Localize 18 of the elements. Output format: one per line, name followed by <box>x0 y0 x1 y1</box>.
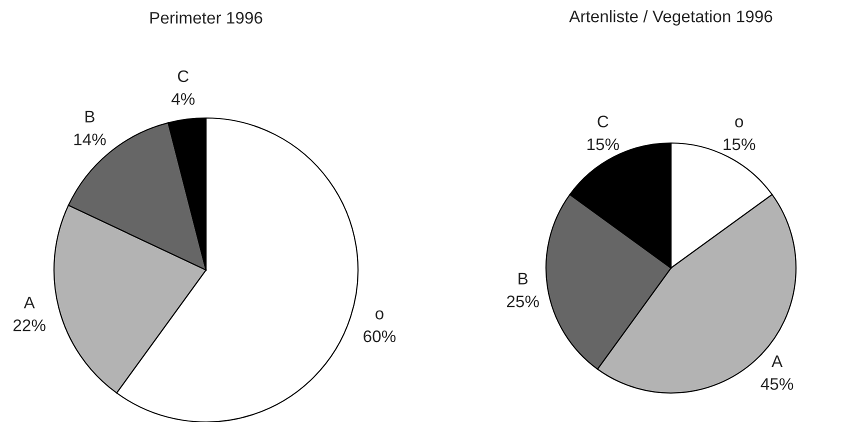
slice-label: A <box>24 296 35 308</box>
slice-label: A <box>772 356 783 367</box>
data-label: 15% <box>587 138 619 150</box>
data-label: 14% <box>74 134 106 146</box>
data-label: 4% <box>171 93 195 105</box>
data-label: 45% <box>760 378 794 390</box>
chart-title: Artenliste / Vegetation 1996 <box>569 10 772 26</box>
chart-title: Perimeter 1996 <box>150 11 262 24</box>
slice-label: B <box>518 272 528 284</box>
data-label: 25% <box>507 296 539 308</box>
slice-label: C <box>178 70 189 82</box>
slice-label: B <box>86 110 94 122</box>
slice-label: C <box>598 116 608 128</box>
data-label: 60% <box>364 330 396 342</box>
data-label: 22% <box>13 319 46 332</box>
data-label: 15% <box>724 138 756 150</box>
slice-label: o <box>376 310 384 320</box>
slice-label: o <box>735 118 744 128</box>
